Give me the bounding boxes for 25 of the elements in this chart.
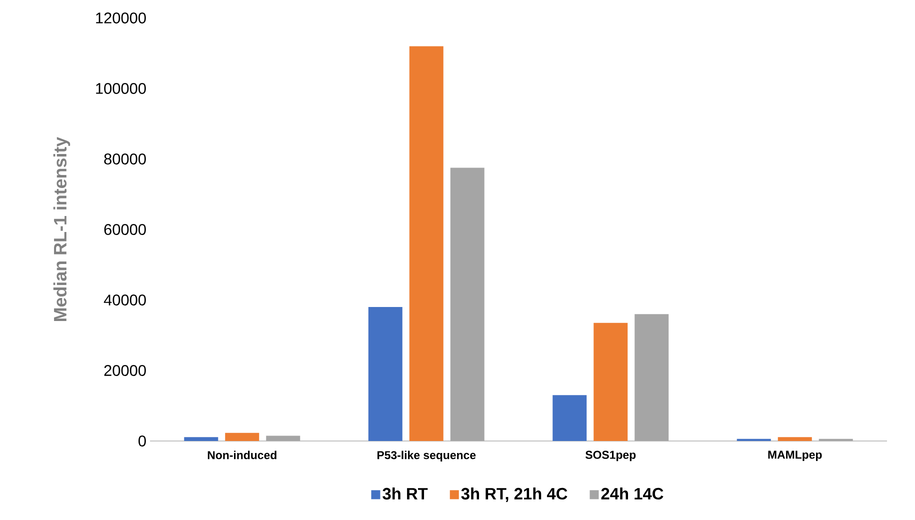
y-tick-label: 80000 xyxy=(104,154,146,164)
legend-label: 3h RT, 21h 4C xyxy=(461,487,568,502)
bar xyxy=(552,395,587,441)
x-tick-label: SOS1pep xyxy=(585,450,636,462)
y-tick-label: 60000 xyxy=(104,224,146,235)
bar xyxy=(594,322,628,441)
bar xyxy=(266,436,300,441)
legend-label: 3h RT xyxy=(382,487,428,500)
y-tick-label: 40000 xyxy=(104,294,146,306)
legend-label: 24h 14C xyxy=(601,487,664,500)
y-tick-label: 20000 xyxy=(104,365,146,376)
bar xyxy=(778,437,812,441)
y-axis-title: Median RL-1 intensity xyxy=(53,136,70,321)
y-tick-label: 120000 xyxy=(96,12,146,24)
bar xyxy=(184,437,218,441)
bar xyxy=(225,432,260,441)
x-tick-label: Non-induced xyxy=(208,450,276,460)
bar xyxy=(450,168,484,441)
y-tick-label: 0 xyxy=(138,436,146,446)
x-tick-label: P53-like sequence xyxy=(377,450,476,462)
y-tick-label: 100000 xyxy=(96,83,146,94)
bar xyxy=(368,307,402,441)
bar xyxy=(409,46,444,441)
x-tick-label: MAMLpep xyxy=(768,450,822,462)
bar xyxy=(634,314,669,441)
